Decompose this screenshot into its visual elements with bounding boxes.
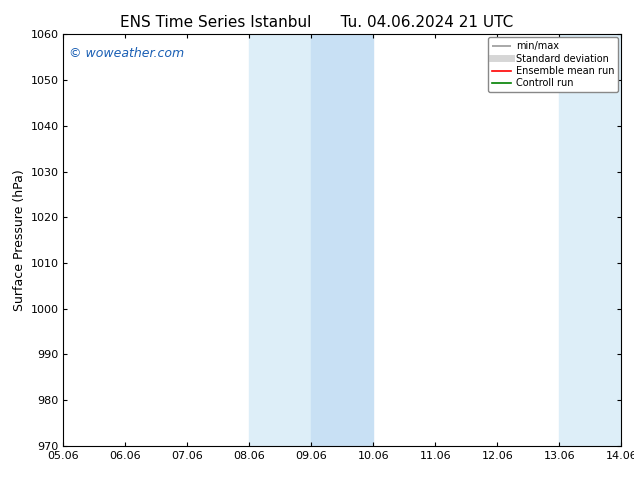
Bar [249, 34, 311, 446]
Text: ENS Time Series Istanbul      Tu. 04.06.2024 21 UTC: ENS Time Series Istanbul Tu. 04.06.2024 … [120, 15, 514, 30]
Bar [559, 34, 621, 446]
Text: © woweather.com: © woweather.com [69, 47, 184, 60]
Y-axis label: Surface Pressure (hPa): Surface Pressure (hPa) [13, 169, 26, 311]
Legend: min/max, Standard deviation, Ensemble mean run, Controll run: min/max, Standard deviation, Ensemble me… [488, 37, 618, 92]
Bar [311, 34, 373, 446]
